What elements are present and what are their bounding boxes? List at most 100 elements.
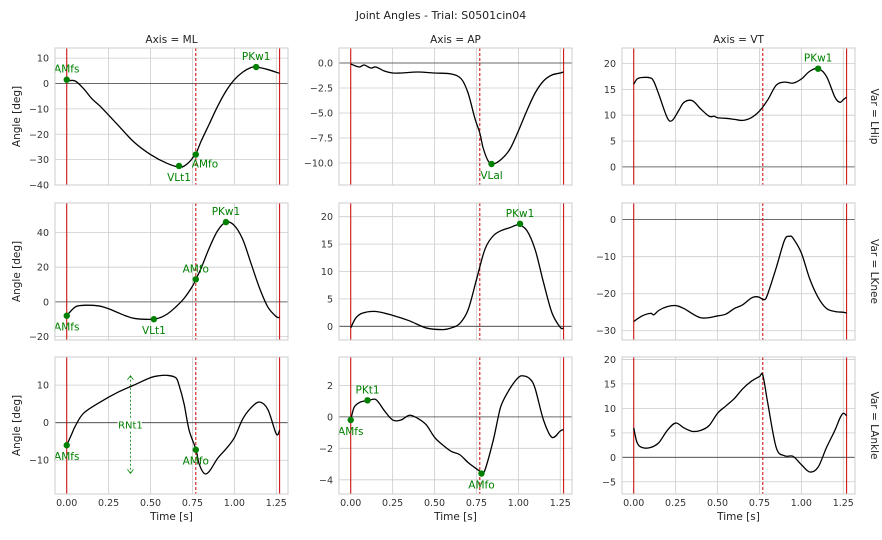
y-tick-label: 10: [37, 54, 49, 65]
annotation-label: RNt1: [118, 421, 143, 432]
y-tick-label: −2.5: [310, 84, 333, 95]
x-axis-label: Time [s]: [433, 511, 477, 523]
x-tick-label: 1.25: [266, 498, 287, 509]
x-tick-label: 0.25: [382, 498, 403, 509]
y-tick-label: 0: [43, 79, 49, 90]
event-marker: [192, 446, 200, 453]
series-line: [350, 375, 564, 474]
series-line: [350, 224, 564, 331]
y-tick-label: −10.0: [304, 159, 333, 170]
y-tick-label: −4: [319, 475, 333, 486]
row-title: Var = LHip: [868, 89, 880, 145]
marker-label: PKw1: [212, 206, 241, 218]
panel-frame: [338, 202, 573, 341]
event-marker: [192, 276, 200, 283]
plot-area: [55, 357, 288, 494]
y-tick-label: −20: [29, 130, 49, 141]
arrowhead-down: [127, 469, 134, 475]
y-tick-label: −5.0: [310, 109, 333, 120]
event-marker: [488, 160, 495, 168]
y-tick-label: 0: [610, 215, 616, 226]
y-tick-label: 20: [37, 263, 49, 274]
event-marker: [192, 151, 200, 158]
y-tick-label: −30: [29, 155, 49, 166]
y-tick-label: −2: [319, 444, 333, 455]
event-marker: [252, 63, 260, 71]
marker-label: VLt1: [167, 172, 191, 184]
y-tick-label: −5: [602, 477, 616, 488]
marker-label: AMfs: [338, 426, 363, 438]
y-tick-label: 5: [327, 294, 333, 305]
panel-3-1: RNt1 AMfs AMfo −10 0 10 0.00 0.25 0.50 0.75 1.00 1.…: [11, 356, 289, 523]
marker-label: PKw1: [242, 51, 271, 63]
y-tick-label: 0: [610, 453, 616, 464]
y-tick-label: 0.0: [318, 59, 333, 70]
panel-2-1: AMfs VLt1 AMfo PKw1 −20 0 20 40 Angle [deg]: [11, 202, 289, 343]
x-tick-label: 1.00: [791, 498, 812, 509]
y-tick-label: 0: [43, 418, 49, 429]
event-marker: [814, 65, 822, 72]
figure-title: Joint Angles - Trial: S0501cin04: [355, 9, 527, 22]
x-tick-label: 1.25: [833, 498, 854, 509]
y-tick-label: 15: [321, 240, 333, 251]
x-tick-label: 0.50: [140, 498, 161, 509]
x-tick-label: 0.75: [182, 498, 203, 509]
panel-frame: [338, 356, 573, 495]
marker-label: AMfs: [54, 322, 79, 334]
event-marker: [150, 315, 158, 323]
y-tick-label: 20: [604, 355, 616, 366]
panel-frame: [338, 47, 573, 186]
x-tick-label: 0.00: [623, 498, 644, 509]
y-tick-label: 0: [43, 297, 49, 308]
event-marker: [516, 220, 524, 228]
marker-label: PKt1: [355, 384, 379, 396]
x-axis-label: Time [s]: [716, 511, 760, 523]
event-marker: [63, 76, 70, 83]
event-marker: [222, 218, 230, 226]
plot-area: [339, 48, 572, 185]
y-tick-label: 2: [327, 381, 333, 392]
y-tick-label: −20: [29, 332, 49, 343]
x-tick-label: 0.25: [98, 498, 119, 509]
marker-label: AMfo: [183, 263, 209, 275]
y-tick-label: −40: [29, 181, 49, 192]
y-tick-label: 20: [321, 212, 333, 223]
event-marker: [364, 397, 371, 404]
panel-3-2: AMfs PKt1 AMfo −4 −2 0 2 0.00 0.25 0.50 0.75 1.00 1.…: [319, 356, 573, 523]
marker-label: PKw1: [804, 53, 833, 65]
column-title: Axis = AP: [430, 34, 481, 46]
panel-2-3: −30 −20 −10 0 Var = LKnee: [596, 202, 880, 341]
y-tick-label: 10: [37, 381, 49, 392]
y-tick-label: 0: [327, 412, 333, 423]
y-tick-label: 10: [321, 267, 333, 278]
x-tick-label: 0.50: [707, 498, 728, 509]
column-title: Axis = VT: [713, 34, 764, 46]
y-tick-label: −10: [596, 252, 616, 263]
series-line: [350, 63, 564, 165]
y-axis-label: Angle [deg]: [11, 241, 23, 302]
plot-area: [339, 357, 572, 494]
y-tick-label: 20: [604, 59, 616, 70]
marker-label: AMfs: [54, 64, 79, 76]
panel-1-2: VLal −10.0 −7.5 −5.0 −2.5 0.0 Axis = AP: [304, 34, 573, 186]
x-tick-label: 0.50: [424, 498, 445, 509]
event-marker: [347, 416, 354, 424]
column-title: Axis = ML: [145, 34, 197, 46]
panel-frame: [54, 356, 289, 495]
series-line: [633, 235, 847, 323]
row-title: Var = LKnee: [868, 239, 880, 304]
panel-frame: [621, 47, 856, 186]
y-axis-label: Angle [deg]: [11, 395, 23, 456]
y-tick-label: 40: [37, 228, 49, 239]
series-line: [66, 374, 281, 475]
panel-3-3: −5 0 5 10 15 20 0.00 0.25 0.50 0.75 1.00 1.25 Var = …: [602, 355, 880, 523]
event-marker: [63, 312, 70, 319]
marker-label: VLal: [480, 170, 502, 182]
plot-area: [622, 203, 855, 340]
plot-area: [55, 203, 288, 340]
panel-frame: [54, 47, 289, 186]
y-tick-label: 5: [610, 428, 616, 439]
